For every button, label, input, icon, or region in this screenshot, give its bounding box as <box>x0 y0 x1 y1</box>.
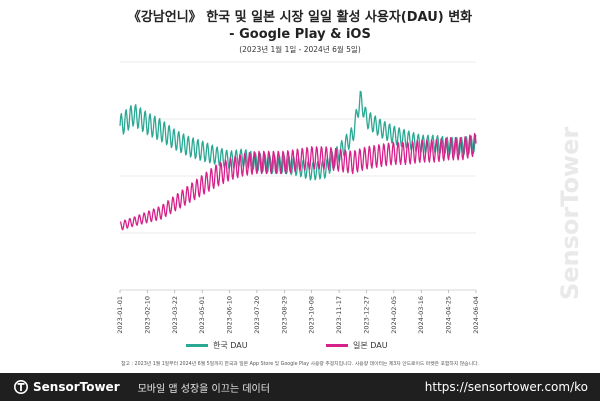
x-tick-label: 2023-02-10 <box>143 296 151 334</box>
x-tick-label: 2023-12-27 <box>362 296 370 334</box>
chart-subtitle: (2023년 1월 1일 - 2024년 6월 5일) <box>239 45 361 54</box>
legend-swatch-japan <box>326 344 348 347</box>
series-layer <box>119 90 477 231</box>
watermark-text: SensorTower <box>556 127 584 300</box>
footnote: 참고 : 2023년 1월 1일부터 2024년 6월 5일까지 한국과 일본 … <box>121 362 479 367</box>
sensortower-logo-icon <box>14 380 28 394</box>
legend-label-korea: 한국 DAU <box>213 341 248 350</box>
legend-label-japan: 일본 DAU <box>353 341 388 350</box>
x-tick-label: 2023-10-08 <box>308 296 316 334</box>
footer-tagline: 모바일 앱 성장을 이끄는 데이터 <box>137 383 270 395</box>
x-tick-label: 2023-01-01 <box>116 296 124 334</box>
legend-item-japan: 일본 DAU <box>326 340 388 351</box>
footer-bar: SensorTower 모바일 앱 성장을 이끄는 데이터 https://se… <box>0 373 600 401</box>
series-line-japan <box>119 132 477 231</box>
x-tick-label: 2023-06-10 <box>226 296 234 334</box>
footer-brand[interactable]: SensorTower <box>14 380 120 394</box>
dau-line-chart: 2023-01-01 2023-02-10 2023-03-22 2023-05-01… <box>116 61 480 334</box>
footer-brand-name: SensorTower <box>33 380 120 394</box>
x-tick-label: 2023-11-17 <box>335 296 343 334</box>
x-tick-label: 2024-06-04 <box>472 296 480 334</box>
x-tick-label: 2023-03-22 <box>171 296 179 334</box>
chart-title-line2: - Google Play & iOS <box>229 27 371 42</box>
x-tick-label: 2023-05-01 <box>198 296 206 334</box>
series-line-korea <box>119 90 477 181</box>
legend-item-korea: 한국 DAU <box>186 340 248 351</box>
sensortower-watermark: SensorTower <box>556 127 584 300</box>
x-axis-ticks: 2023-01-01 2023-02-10 2023-03-22 2023-05-01… <box>116 290 480 334</box>
footer-url-link[interactable]: https://sensortower.com/ko <box>424 380 588 394</box>
x-tick-label: 2024-02-05 <box>390 296 398 334</box>
x-tick-label: 2023-07-20 <box>253 296 261 334</box>
x-tick-label: 2024-04-25 <box>445 296 453 334</box>
legend-swatch-korea <box>186 344 208 347</box>
chart-title-line1: 《강남언니》 한국 및 일본 시장 일일 활성 사용자(DAU) 변화 <box>127 10 473 25</box>
x-tick-label: 2023-08-29 <box>280 296 288 334</box>
x-tick-label: 2024-03-16 <box>417 296 425 334</box>
grid-layer <box>120 61 476 291</box>
